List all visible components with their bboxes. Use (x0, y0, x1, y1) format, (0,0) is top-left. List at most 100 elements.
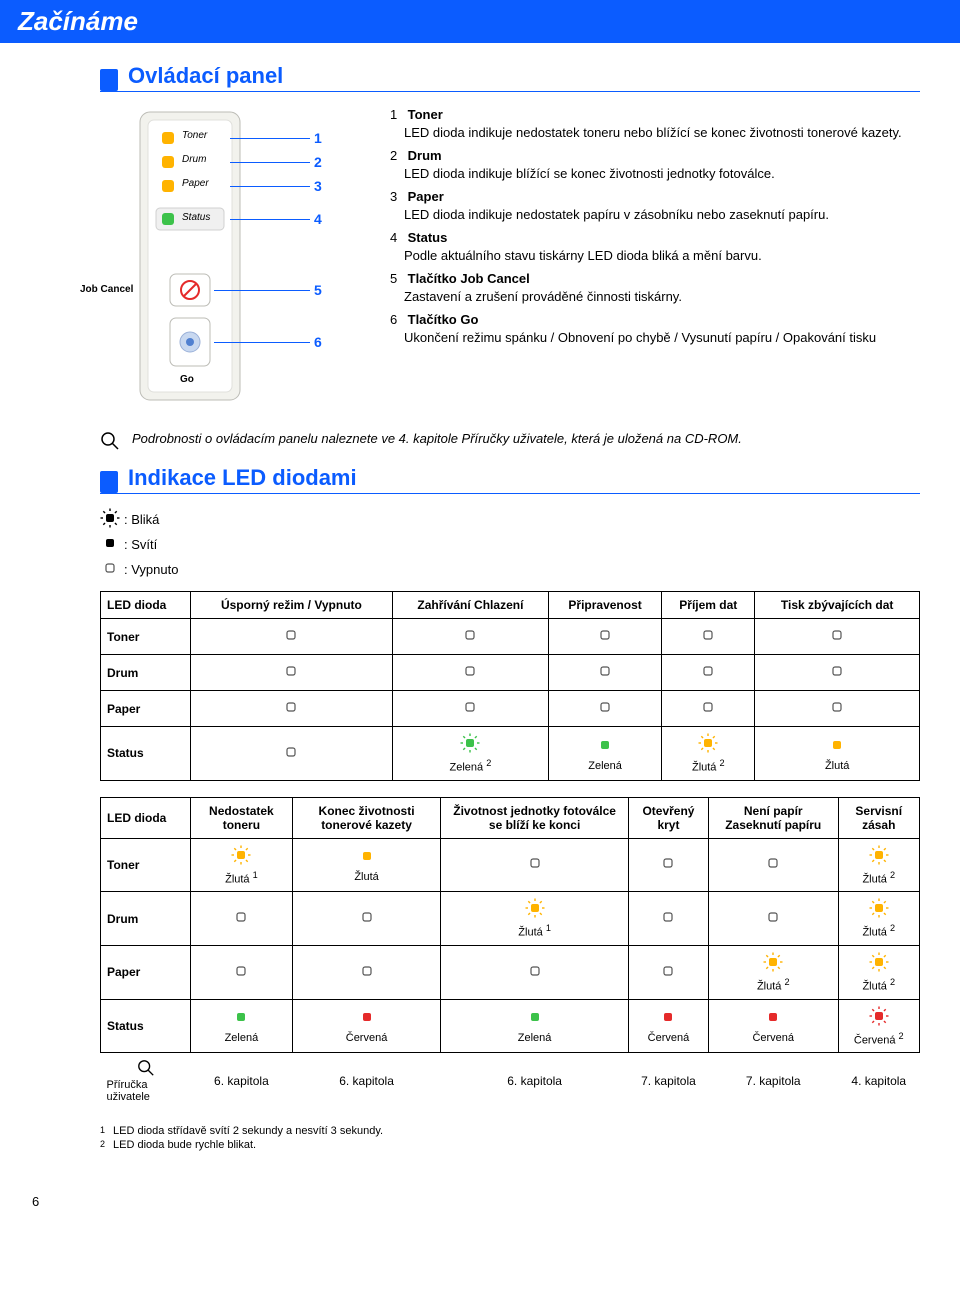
callout-6: 6 (314, 334, 322, 350)
table-row: Paper (101, 691, 920, 727)
table-cell (662, 619, 755, 655)
table-header: LED dioda (101, 592, 191, 619)
table-cell (755, 691, 920, 727)
desc-item: 6 Tlačítko GoUkončení režimu spánku / Ob… (390, 311, 920, 346)
table-header: Úsporný režim / Vypnuto (191, 592, 393, 619)
table-cell (191, 691, 393, 727)
desc-item: 2 DrumLED dioda indikuje blížící se kone… (390, 147, 920, 182)
table-cell (708, 838, 838, 892)
led-off-icon (231, 907, 251, 930)
table-row: Drum (101, 655, 920, 691)
info-note: Podrobnosti o ovládacím panelu naleznete… (100, 431, 920, 451)
table-cell: Žlutá 2 (838, 838, 920, 892)
table-cell (441, 838, 629, 892)
table-row: PaperŽlutá 2Žlutá 2 (101, 945, 920, 999)
table-cell: Červená (628, 999, 708, 1053)
callout-2: 2 (314, 154, 322, 170)
table-header: Příjem dat (662, 592, 755, 619)
led-blink-icon (460, 733, 480, 756)
section-bullet-icon (100, 471, 118, 493)
table-cell (628, 892, 708, 946)
led-off-icon (357, 907, 377, 930)
led-off-icon (658, 907, 678, 930)
table-row: Toner (101, 619, 920, 655)
page-header-title: Začínáme (18, 6, 138, 36)
table-cell (628, 945, 708, 999)
table-cell (191, 892, 293, 946)
led-on-icon (827, 735, 847, 758)
table-row: StatusZelenáČervenáZelenáČervenáČervenáČ… (101, 999, 920, 1053)
section-1-title: Ovládací panel (128, 63, 283, 89)
led-on-icon (595, 735, 615, 758)
led-off-icon (281, 742, 301, 765)
section-2-header: Indikace LED diodami (100, 465, 920, 494)
table-cell: 6. kapitola (441, 1053, 629, 1110)
led-table-2: LED diodaNedostatek toneruKonec životnos… (100, 797, 920, 1110)
led-off-icon (595, 661, 615, 684)
table-cell (191, 619, 393, 655)
table-row: TonerŽlutá 1ŽlutáŽlutá 2 (101, 838, 920, 892)
led-off-icon (658, 853, 678, 876)
table-header: LED dioda (101, 797, 191, 838)
table-cell (755, 619, 920, 655)
panel-label-status: Status (182, 212, 210, 223)
led-off-icon (281, 697, 301, 720)
table-cell (708, 892, 838, 946)
control-panel-diagram: Toner Drum Paper Status Go Job Cancel 1 … (100, 106, 360, 409)
table-row: DrumŽlutá 1Žlutá 2 (101, 892, 920, 946)
table-header: Zahřívání Chlazení (392, 592, 548, 619)
led-off-icon (460, 697, 480, 720)
table-cell (392, 655, 548, 691)
table-cell (662, 691, 755, 727)
panel-label-drum: Drum (182, 154, 206, 165)
desc-item: 3 PaperLED dioda indikuje nedostatek pap… (390, 188, 920, 223)
led-off-icon (460, 661, 480, 684)
led-off-icon (763, 853, 783, 876)
table-cell (755, 655, 920, 691)
led-blink-icon (869, 845, 889, 868)
table-cell (662, 655, 755, 691)
table-cell: Zelená (441, 999, 629, 1053)
led-off-icon (357, 961, 377, 984)
table-cell (191, 727, 393, 781)
led-off-icon (595, 697, 615, 720)
page-number: 6 (32, 1194, 39, 1209)
magnifier-icon (137, 1059, 155, 1077)
led-off-icon (281, 661, 301, 684)
led-blink-icon (869, 898, 889, 921)
table-header: Nedostatek toneru (191, 797, 293, 838)
table-header: Servisní zásah (838, 797, 920, 838)
table-cell: Žlutá 1 (191, 838, 293, 892)
table-cell: 6. kapitola (292, 1053, 441, 1110)
legend-on-label: : Svítí (124, 537, 157, 552)
led-off-icon (460, 625, 480, 648)
led-blink-icon (698, 733, 718, 756)
footnotes: 1LED dioda střídavě svítí 2 sekundy a ne… (100, 1125, 920, 1151)
led-on-icon (357, 846, 377, 869)
led-blink-icon (525, 898, 545, 921)
desc-item: 5 Tlačítko Job CancelZastavení a zrušení… (390, 270, 920, 305)
led-blink-icon (763, 952, 783, 975)
led-off-icon (698, 661, 718, 684)
led-off-icon (827, 625, 847, 648)
table-cell: 7. kapitola (628, 1053, 708, 1110)
desc-item: 1 TonerLED dioda indikuje nedostatek ton… (390, 106, 920, 141)
table-header: Konec životnosti tonerové kazety (292, 797, 441, 838)
table-cell: Žlutá 2 (838, 945, 920, 999)
desc-item: 4 StatusPodle aktuálního stavu tiskárny … (390, 229, 920, 264)
table-cell (292, 945, 441, 999)
table-cell: Žlutá 1 (441, 892, 629, 946)
table-row: StatusZelená 2ZelenáŽlutá 2Žlutá (101, 727, 920, 781)
table-header: Připravenost (548, 592, 661, 619)
led-on-icon (357, 1007, 377, 1030)
table-header: Otevřený kryt (628, 797, 708, 838)
led-off-icon (658, 961, 678, 984)
table-header: Životnost jednotky fotoválce se blíží ke… (441, 797, 629, 838)
section-bullet-icon (100, 69, 118, 91)
led-blink-icon (231, 845, 251, 868)
section-1-header: Ovládací panel (100, 63, 920, 92)
table-cell (191, 655, 393, 691)
table-cell: Žlutá (292, 838, 441, 892)
led-table-1: LED diodaÚsporný režim / VypnutoZahříván… (100, 591, 920, 781)
led-on-icon (231, 1007, 251, 1030)
